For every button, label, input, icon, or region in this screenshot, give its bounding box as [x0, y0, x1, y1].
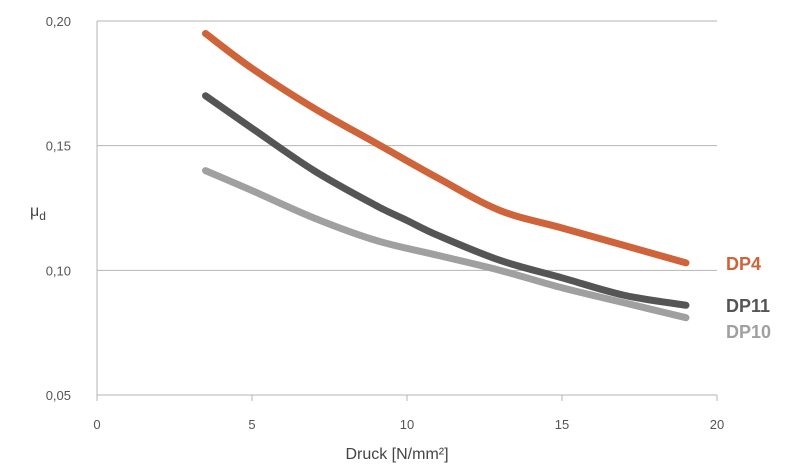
x-tick-label-2: 10	[400, 417, 414, 432]
x-tick-label-3: 15	[555, 417, 569, 432]
series-line-dp10	[202, 167, 690, 322]
y-tick-label-0: 0,05	[46, 388, 71, 403]
x-tick-label-1: 5	[248, 417, 255, 432]
grid-lines	[97, 20, 717, 396]
y-tick-labels: 0,05 0,10 0,15 0,20	[46, 14, 71, 403]
y-axis-label: μd	[30, 203, 46, 223]
x-tick-label-0: 0	[93, 417, 100, 432]
axes	[96, 21, 718, 401]
y-tick-label-1: 0,10	[46, 263, 71, 278]
x-tick-label-4: 20	[710, 417, 724, 432]
y-tick-label-3: 0,20	[46, 14, 71, 29]
x-axis-label: Druck [N/mm²]	[345, 446, 448, 463]
legend-label-dp10: DP10	[726, 322, 771, 342]
legend-label-dp11: DP11	[726, 296, 770, 316]
series-line-dp4	[202, 29, 690, 267]
series-lines	[202, 29, 690, 322]
x-tick-labels: 0 5 10 15 20	[93, 417, 724, 432]
legend: DP4 DP11 DP10	[726, 254, 771, 342]
legend-label-dp4: DP4	[726, 254, 761, 274]
series-line-dp11	[202, 92, 690, 309]
y-tick-label-2: 0,15	[46, 139, 71, 154]
